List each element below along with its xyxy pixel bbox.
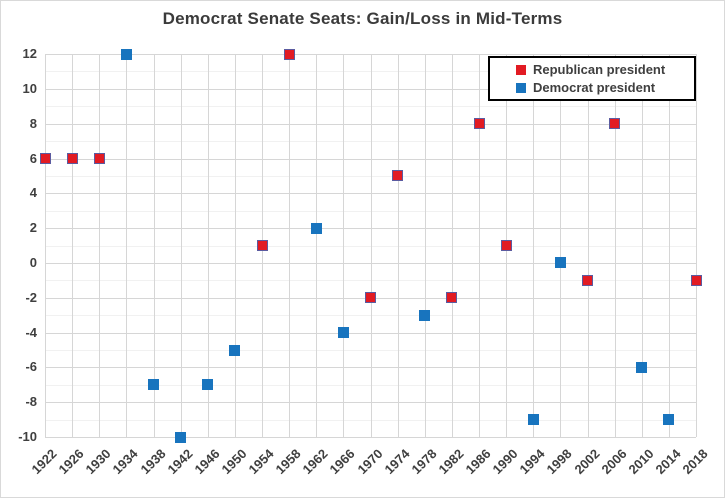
gridline-vertical (153, 54, 155, 437)
data-point-democrat (310, 222, 322, 234)
data-point-democrat (202, 379, 214, 391)
data-point-republican (609, 118, 621, 130)
chart-title: Democrat Senate Seats: Gain/Loss in Mid-… (162, 9, 563, 28)
gridline-vertical (696, 54, 697, 437)
data-point-republican (690, 274, 702, 286)
y-axis-tick-label: -2 (25, 289, 37, 305)
data-point-democrat (663, 414, 675, 426)
data-point-republican (392, 170, 404, 182)
y-axis-tick-label: -8 (25, 394, 37, 410)
gridline-vertical (45, 54, 46, 437)
data-point-republican (582, 274, 593, 286)
legend-label-republican: Republican president (533, 62, 666, 77)
republican-marker-icon (516, 64, 526, 75)
gridline-horizontal-major (45, 437, 696, 438)
data-point-republican (256, 240, 268, 251)
democrat-marker-icon (516, 82, 526, 93)
gridline-vertical (614, 54, 616, 437)
y-axis-tick-label: -4 (25, 324, 37, 340)
data-point-democrat (337, 327, 349, 338)
gridline-vertical (99, 54, 101, 437)
y-axis-tick-label: 8 (29, 115, 37, 131)
y-axis-tick-label: -10 (18, 429, 37, 444)
data-point-republican (473, 118, 485, 130)
gridline-vertical (207, 54, 209, 437)
gridline-vertical (479, 54, 480, 437)
y-axis-tick-label: 4 (29, 185, 37, 201)
data-point-republican (66, 153, 78, 164)
data-point-republican (365, 292, 376, 304)
data-point-republican (446, 292, 458, 304)
legend-item-republican: Republican president (516, 62, 665, 77)
data-point-democrat (636, 361, 648, 373)
gridline-vertical (451, 54, 453, 437)
data-point-democrat (120, 48, 132, 60)
gridline-vertical (126, 54, 128, 437)
legend-label-democrat: Democrat president (533, 80, 656, 95)
data-point-democrat (554, 257, 566, 269)
data-point-republican (39, 153, 51, 164)
gridline-vertical (234, 54, 236, 437)
y-axis-tick-label: -6 (25, 359, 37, 375)
y-axis-tick-label: 6 (29, 150, 37, 166)
data-point-republican (283, 48, 295, 60)
gridline-vertical (587, 54, 589, 437)
gridline-vertical (289, 54, 291, 437)
gridline-vertical (397, 54, 399, 437)
data-point-democrat (419, 309, 431, 321)
data-point-democrat (527, 414, 539, 426)
gridline-vertical (560, 54, 562, 437)
gridline-vertical (72, 54, 74, 437)
legend: Republican president Democrat president (488, 56, 696, 101)
y-axis-tick-label: 2 (29, 220, 37, 236)
y-axis-tick-label: 12 (22, 46, 37, 61)
y-axis-tick-label: 10 (22, 80, 37, 96)
gridline-vertical (316, 54, 318, 437)
gridline-vertical (180, 54, 182, 437)
data-point-democrat (148, 379, 159, 391)
gridline-vertical (424, 54, 426, 437)
y-axis-tick-label: 0 (29, 254, 37, 270)
gridline-vertical (641, 54, 643, 437)
legend-item-democrat: Democrat president (516, 80, 655, 95)
data-point-democrat (229, 344, 241, 356)
data-point-democrat (175, 431, 187, 443)
gridline-vertical (668, 54, 670, 437)
data-point-republican (500, 240, 512, 251)
gridline-vertical (343, 54, 345, 437)
data-point-republican (93, 153, 105, 164)
gridline-vertical (533, 54, 535, 437)
gridline-vertical (370, 54, 372, 437)
